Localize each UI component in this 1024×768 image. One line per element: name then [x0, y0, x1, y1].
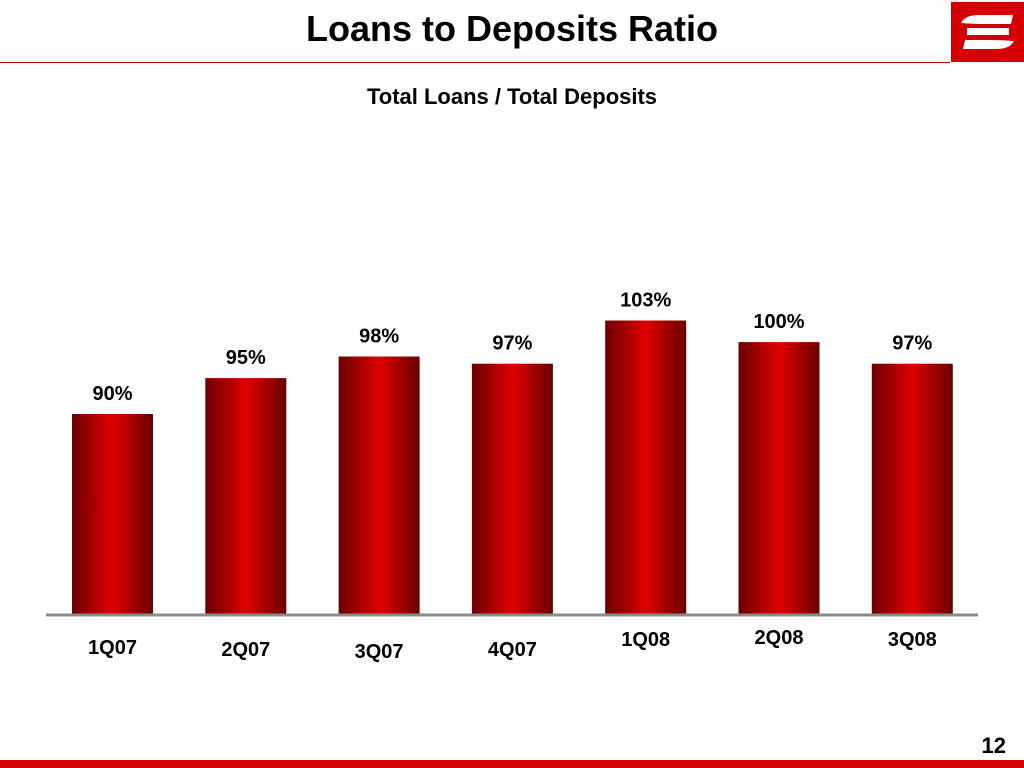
title-divider: [0, 62, 950, 63]
value-label: 90%: [92, 383, 132, 405]
value-label: 98%: [359, 326, 399, 348]
category-label: 2Q07: [221, 639, 270, 661]
category-label: 4Q07: [488, 639, 537, 661]
bar-4Q07: [471, 363, 553, 614]
value-label: 97%: [492, 333, 532, 355]
chart-title: Total Loans / Total Deposits: [366, 84, 658, 109]
footer-bar: [0, 760, 1024, 768]
bar-2Q08: [738, 342, 820, 614]
bar-1Q07: [72, 414, 153, 614]
category-label: 3Q08: [888, 629, 937, 651]
value-label: 100%: [753, 311, 804, 333]
bar-3Q07: [338, 356, 420, 614]
category-label: 1Q08: [621, 629, 670, 651]
page-number: 12: [981, 733, 1006, 758]
value-label: 95%: [226, 347, 266, 369]
category-label: 3Q07: [355, 641, 404, 663]
bar-2Q07: [205, 378, 287, 614]
value-label: 103%: [620, 290, 671, 312]
value-label: 97%: [892, 333, 932, 355]
bank-logo-icon: [951, 2, 1024, 62]
category-label: 1Q07: [88, 637, 137, 659]
slide-title: Loans to Deposits Ratio: [305, 8, 719, 49]
bar-3Q08: [871, 363, 953, 614]
bar-1Q08: [605, 320, 687, 614]
category-label: 2Q08: [755, 627, 804, 649]
